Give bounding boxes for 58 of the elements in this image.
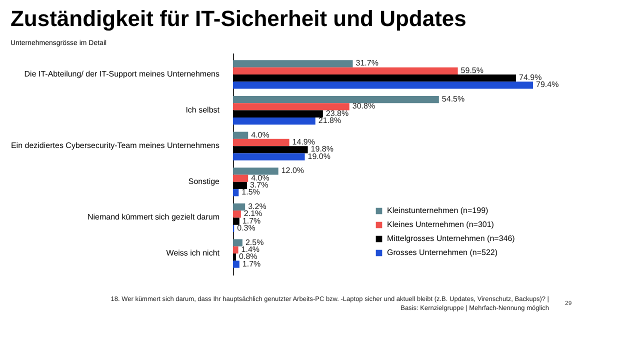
data-label: 0.8%	[239, 252, 258, 262]
legend-label: Kleinstunternehmen (n=199)	[387, 206, 489, 215]
data-label: 30.8%	[352, 102, 376, 111]
bar	[233, 103, 350, 110]
data-label: 2.1%	[244, 209, 262, 218]
bar	[233, 146, 308, 154]
bar	[233, 239, 242, 246]
bar	[233, 254, 236, 261]
bar	[233, 246, 238, 254]
bar	[233, 138, 290, 146]
data-label: 3.2%	[248, 202, 266, 211]
data-label: 19.8%	[310, 144, 334, 154]
bar	[233, 260, 240, 268]
data-label: 59.5%	[460, 66, 484, 75]
bar	[233, 117, 316, 125]
data-label: 3.7%	[250, 180, 268, 190]
data-label: 23.8%	[326, 108, 349, 118]
legend-label: Grosses Unternehmen (n=522)	[387, 248, 498, 257]
data-label: 1.7%	[242, 259, 261, 268]
bar	[233, 218, 240, 225]
data-label: 74.9%	[518, 73, 542, 82]
y-tick-label: Sonstige	[188, 176, 220, 186]
data-label: 1.5%	[242, 188, 260, 197]
bar	[233, 132, 248, 139]
bar	[233, 96, 439, 104]
bar	[233, 67, 458, 74]
bar	[233, 203, 246, 211]
data-label: 54.5%	[442, 94, 465, 104]
legend-label: Kleines Unternehmen (n=301)	[387, 220, 494, 229]
bar	[233, 82, 533, 89]
data-label: 79.4%	[536, 80, 559, 90]
bar	[233, 210, 241, 218]
data-label: 31.7%	[356, 58, 378, 68]
bar	[233, 153, 305, 160]
y-tick-label: Ein dezidiertes Cybersecurity-Team meines Unternehmens	[10, 141, 220, 150]
data-label: 0.3%	[237, 223, 256, 232]
bar	[233, 182, 247, 190]
bar	[233, 60, 353, 68]
chart-title: Zuständigkeit für IT-Sicherheit und Updates	[10, 6, 466, 31]
y-tick-label: Weiss ich nicht	[166, 248, 220, 258]
bar	[233, 74, 516, 82]
bar	[233, 110, 323, 118]
data-label: 21.8%	[318, 116, 342, 126]
bar	[233, 168, 278, 175]
data-label: 4.0%	[251, 173, 270, 182]
y-tick-label: Niemand kümmert sich gezielt darum	[87, 212, 220, 222]
data-label: 12.0%	[281, 166, 304, 176]
data-label: 14.9%	[292, 138, 315, 147]
y-tick-label: Die IT-Abteilung/ der IT-Support meines Unternehmens	[24, 69, 220, 78]
data-label: 2.5%	[245, 238, 264, 247]
bar	[233, 189, 239, 196]
data-label: 1.4%	[241, 244, 260, 254]
y-tick-label: Ich selbst	[186, 105, 220, 114]
data-label: 4.0%	[251, 130, 270, 140]
data-label: 19.0%	[308, 152, 330, 161]
data-label: 1.7%	[242, 216, 261, 226]
legend-label: Mittelgrosses Unternehmen (n=346)	[387, 234, 516, 243]
bar	[233, 174, 248, 182]
